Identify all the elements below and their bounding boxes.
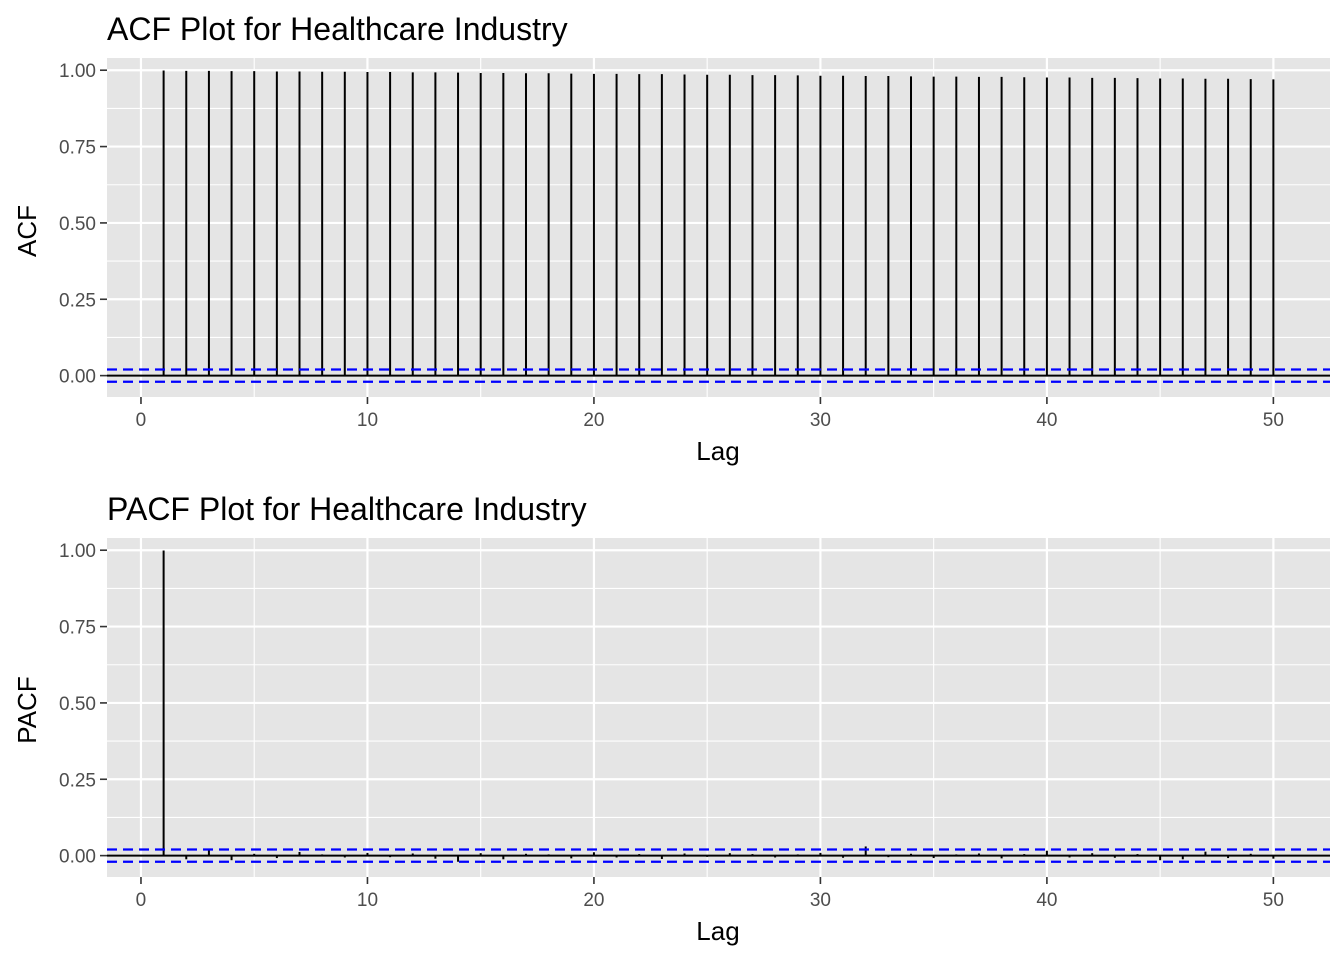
pacf-y-tick-label: 0.00 xyxy=(59,847,96,868)
pacf-y-axis-title: PACF xyxy=(12,676,42,743)
acf-x-tick-label: 30 xyxy=(810,410,831,431)
pacf-x-axis-title: Lag xyxy=(696,916,739,946)
acf-y-tick-label: 0.00 xyxy=(59,367,96,388)
acf-x-tick-label: 0 xyxy=(136,410,147,431)
pacf-y-tick-label: 1.00 xyxy=(59,541,96,562)
pacf-y-tick-label: 0.25 xyxy=(59,770,96,791)
acf-y-tick-label: 0.25 xyxy=(59,290,96,311)
pacf-x-tick-label: 20 xyxy=(583,890,604,911)
pacf-y-tick-label: 0.75 xyxy=(59,618,96,639)
acf-x-tick-label: 50 xyxy=(1263,410,1284,431)
pacf-panel-background xyxy=(107,538,1330,877)
acf-x-tick-label: 20 xyxy=(583,410,604,431)
pacf-x-tick-label: 30 xyxy=(810,890,831,911)
acf-x-tick-label: 40 xyxy=(1036,410,1057,431)
acf-chart-title: ACF Plot for Healthcare Industry xyxy=(107,11,568,47)
pacf-chart-title: PACF Plot for Healthcare Industry xyxy=(107,491,587,527)
pacf-chart: PACF Plot for Healthcare Industry Lag PA… xyxy=(12,491,1330,946)
acf-x-tick-label: 10 xyxy=(357,410,378,431)
acf-y-axis-title: ACF xyxy=(12,205,42,257)
acf-x-axis-title: Lag xyxy=(696,436,739,466)
pacf-x-tick-label: 40 xyxy=(1036,890,1057,911)
acf-y-tick-label: 1.00 xyxy=(59,61,96,82)
pacf-y-tick-label: 0.50 xyxy=(59,694,96,715)
acf-y-tick-label: 0.50 xyxy=(59,214,96,235)
acf-y-tick-label: 0.75 xyxy=(59,138,96,159)
acf-panel-background xyxy=(107,58,1330,397)
acf-chart: ACF Plot for Healthcare Industry Lag ACF… xyxy=(12,11,1330,466)
pacf-x-tick-label: 0 xyxy=(136,890,147,911)
pacf-x-tick-label: 50 xyxy=(1263,890,1284,911)
pacf-x-tick-label: 10 xyxy=(357,890,378,911)
